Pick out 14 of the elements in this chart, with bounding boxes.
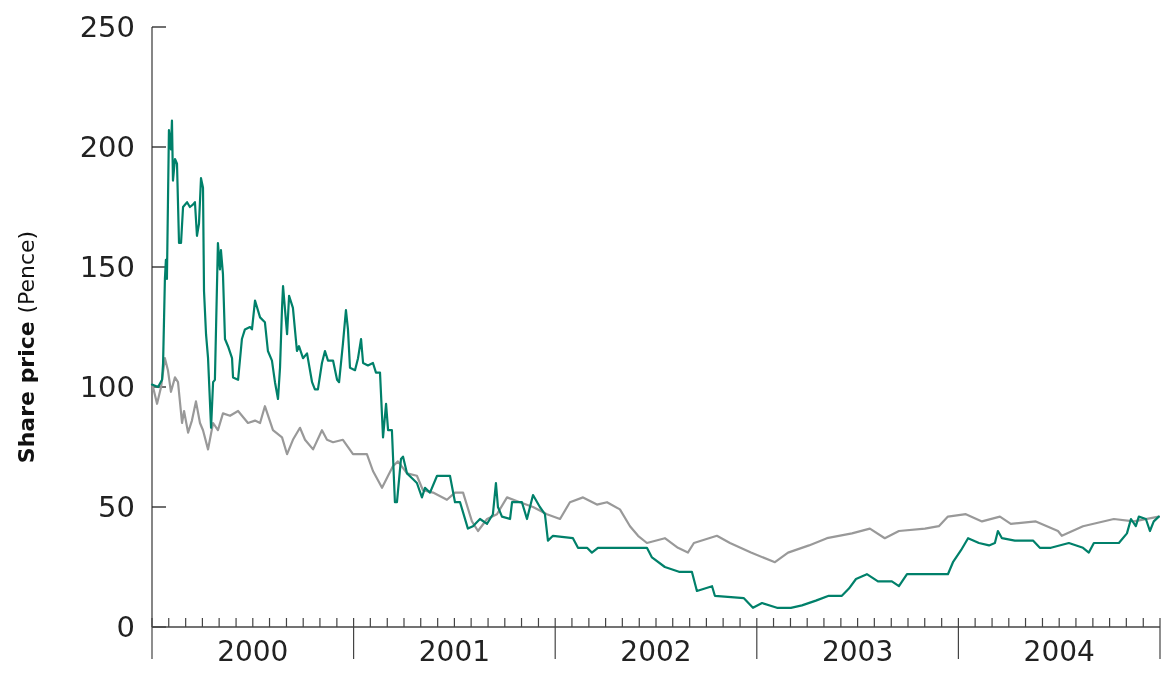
y-axis-title: Share price (Pence) [14, 230, 39, 464]
x-tick-label: 2004 [1023, 635, 1095, 668]
line-series [151, 357, 1160, 564]
x-tick-label: 2003 [821, 635, 894, 668]
y-tick-label: 0 [116, 610, 135, 645]
line-series [150, 119, 1160, 609]
y-tick-label: 100 [79, 370, 135, 405]
y-tick-label: 150 [79, 250, 135, 285]
x-tick-label: 2001 [418, 635, 491, 668]
y-tick-label: 250 [79, 10, 135, 45]
y-tick-label: 200 [79, 130, 135, 165]
x-tick-label: 2002 [620, 635, 692, 668]
y-tick-label: 50 [98, 490, 135, 525]
x-tick-label: 2000 [217, 635, 289, 668]
